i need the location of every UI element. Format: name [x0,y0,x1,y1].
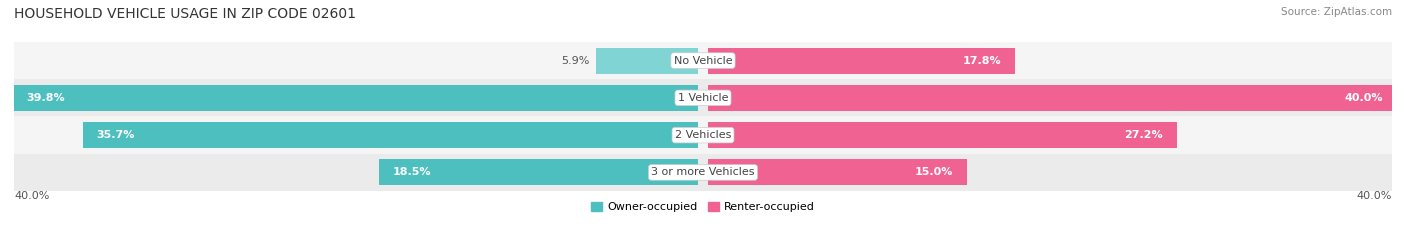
Text: 35.7%: 35.7% [97,130,135,140]
Text: 40.0%: 40.0% [1357,191,1392,201]
Bar [14,116,1392,154]
Bar [83,122,697,148]
Text: 15.0%: 15.0% [914,168,953,177]
Bar [14,154,1392,191]
Text: 40.0%: 40.0% [14,191,49,201]
Bar [14,79,1392,116]
Text: 3 or more Vehicles: 3 or more Vehicles [651,168,755,177]
Bar [709,85,1398,111]
Text: 1 Vehicle: 1 Vehicle [678,93,728,103]
Text: HOUSEHOLD VEHICLE USAGE IN ZIP CODE 02601: HOUSEHOLD VEHICLE USAGE IN ZIP CODE 0260… [14,7,356,21]
Text: 2 Vehicles: 2 Vehicles [675,130,731,140]
Bar [13,85,697,111]
Text: 39.8%: 39.8% [27,93,65,103]
Text: No Vehicle: No Vehicle [673,56,733,65]
Text: 17.8%: 17.8% [962,56,1001,65]
Bar [709,122,1177,148]
Text: Source: ZipAtlas.com: Source: ZipAtlas.com [1281,7,1392,17]
Text: 40.0%: 40.0% [1344,93,1384,103]
Text: 18.5%: 18.5% [392,168,432,177]
Text: 5.9%: 5.9% [561,56,589,65]
Bar [380,159,697,185]
Text: 27.2%: 27.2% [1125,130,1163,140]
Legend: Owner-occupied, Renter-occupied: Owner-occupied, Renter-occupied [592,202,814,212]
Bar [596,48,697,74]
Bar [709,48,1015,74]
Bar [14,42,1392,79]
Bar [709,159,966,185]
